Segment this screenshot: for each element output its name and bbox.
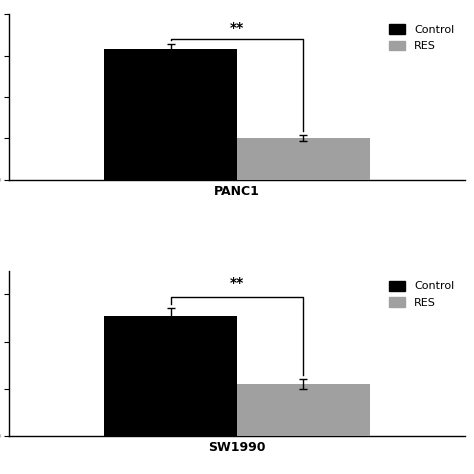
Bar bbox=[104, 316, 237, 436]
Text: **: ** bbox=[230, 21, 244, 35]
Legend: Control, RES: Control, RES bbox=[384, 20, 459, 56]
Legend: Control, RES: Control, RES bbox=[384, 276, 459, 312]
Bar bbox=[237, 384, 370, 436]
Bar bbox=[237, 138, 370, 180]
Bar bbox=[104, 49, 237, 180]
Text: **: ** bbox=[230, 275, 244, 290]
